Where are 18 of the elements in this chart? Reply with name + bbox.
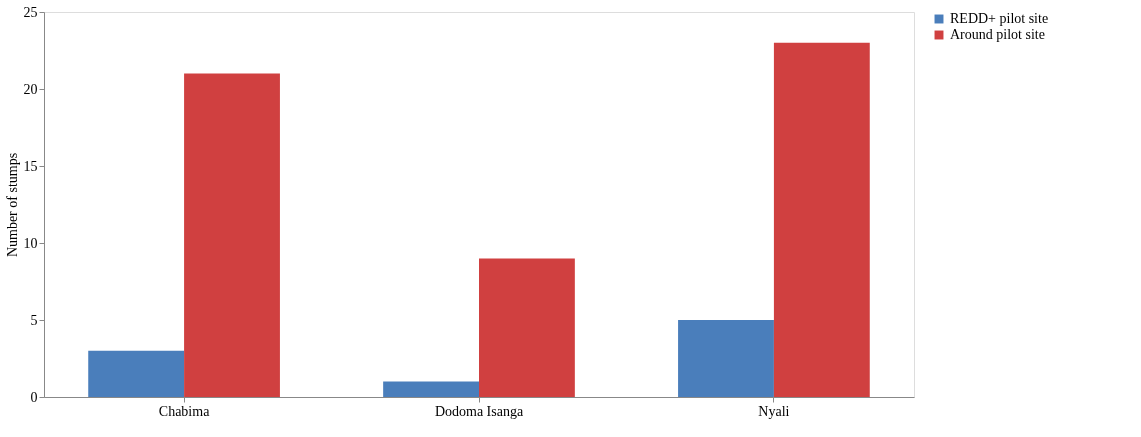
legend-label: REDD+ pilot site <box>950 11 1049 26</box>
y-tick-label: 5 <box>30 312 38 328</box>
bar <box>773 42 870 397</box>
x-tick-label: Chabima <box>158 403 211 419</box>
legend-label: Around pilot site <box>950 27 1045 42</box>
x-tick-label: Dodoma Isanga <box>434 403 524 419</box>
bar <box>184 73 280 397</box>
y-tick-label: 15 <box>23 158 38 174</box>
bar <box>678 320 774 397</box>
y-tick-label: 10 <box>23 235 38 251</box>
y-tick-label: 20 <box>23 81 38 97</box>
bar <box>383 381 479 397</box>
bar <box>88 350 185 397</box>
y-tick-label: 25 <box>23 4 38 20</box>
y-axis-title: Number of stumps <box>4 152 20 258</box>
x-tick-label: Nyali <box>758 403 790 419</box>
y-tick-label: 0 <box>30 389 38 405</box>
bar <box>479 258 575 397</box>
